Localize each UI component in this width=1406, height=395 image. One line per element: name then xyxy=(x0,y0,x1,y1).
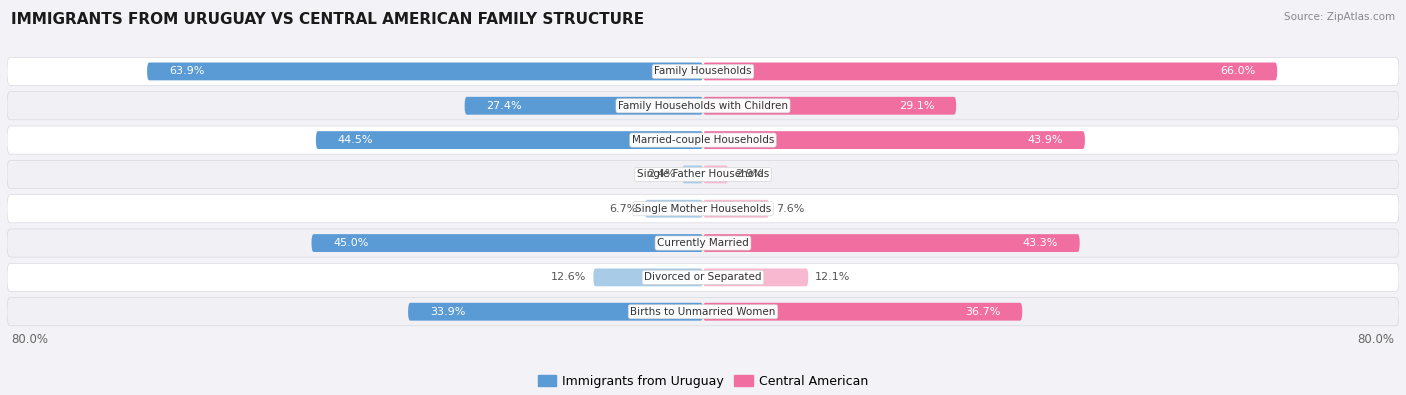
FancyBboxPatch shape xyxy=(703,303,1022,321)
FancyBboxPatch shape xyxy=(703,200,769,218)
Text: 7.6%: 7.6% xyxy=(776,204,804,214)
Text: Single Mother Households: Single Mother Households xyxy=(636,204,770,214)
Text: 27.4%: 27.4% xyxy=(486,101,522,111)
FancyBboxPatch shape xyxy=(703,62,1277,80)
FancyBboxPatch shape xyxy=(703,97,956,115)
Text: 6.7%: 6.7% xyxy=(609,204,638,214)
Text: Divorced or Separated: Divorced or Separated xyxy=(644,273,762,282)
Text: 66.0%: 66.0% xyxy=(1220,66,1256,76)
FancyBboxPatch shape xyxy=(703,234,1080,252)
Text: 80.0%: 80.0% xyxy=(11,333,48,346)
FancyBboxPatch shape xyxy=(7,160,1399,188)
FancyBboxPatch shape xyxy=(464,97,703,115)
Legend: Immigrants from Uruguay, Central American: Immigrants from Uruguay, Central America… xyxy=(533,370,873,393)
FancyBboxPatch shape xyxy=(7,229,1399,257)
Text: 2.4%: 2.4% xyxy=(647,169,675,179)
Text: Currently Married: Currently Married xyxy=(657,238,749,248)
Text: 63.9%: 63.9% xyxy=(169,66,204,76)
FancyBboxPatch shape xyxy=(7,126,1399,154)
Text: 80.0%: 80.0% xyxy=(1358,333,1395,346)
Text: Family Households with Children: Family Households with Children xyxy=(619,101,787,111)
FancyBboxPatch shape xyxy=(7,298,1399,326)
Text: Family Households: Family Households xyxy=(654,66,752,76)
Text: Source: ZipAtlas.com: Source: ZipAtlas.com xyxy=(1284,12,1395,22)
FancyBboxPatch shape xyxy=(312,234,703,252)
FancyBboxPatch shape xyxy=(703,166,728,183)
Text: 44.5%: 44.5% xyxy=(337,135,373,145)
FancyBboxPatch shape xyxy=(316,131,703,149)
FancyBboxPatch shape xyxy=(593,269,703,286)
FancyBboxPatch shape xyxy=(7,92,1399,120)
Text: IMMIGRANTS FROM URUGUAY VS CENTRAL AMERICAN FAMILY STRUCTURE: IMMIGRANTS FROM URUGUAY VS CENTRAL AMERI… xyxy=(11,12,644,27)
Text: 45.0%: 45.0% xyxy=(333,238,368,248)
FancyBboxPatch shape xyxy=(7,263,1399,292)
Text: Married-couple Households: Married-couple Households xyxy=(631,135,775,145)
Text: 33.9%: 33.9% xyxy=(430,307,465,317)
Text: 29.1%: 29.1% xyxy=(898,101,935,111)
FancyBboxPatch shape xyxy=(408,303,703,321)
Text: 12.6%: 12.6% xyxy=(551,273,586,282)
FancyBboxPatch shape xyxy=(645,200,703,218)
FancyBboxPatch shape xyxy=(148,62,703,80)
Text: 36.7%: 36.7% xyxy=(965,307,1001,317)
FancyBboxPatch shape xyxy=(703,269,808,286)
Text: 2.9%: 2.9% xyxy=(735,169,763,179)
Text: Single Father Households: Single Father Households xyxy=(637,169,769,179)
Text: 12.1%: 12.1% xyxy=(815,273,851,282)
FancyBboxPatch shape xyxy=(682,166,703,183)
FancyBboxPatch shape xyxy=(703,131,1085,149)
Text: 43.3%: 43.3% xyxy=(1022,238,1057,248)
Text: 43.9%: 43.9% xyxy=(1028,135,1063,145)
Text: Births to Unmarried Women: Births to Unmarried Women xyxy=(630,307,776,317)
FancyBboxPatch shape xyxy=(7,57,1399,85)
FancyBboxPatch shape xyxy=(7,195,1399,223)
